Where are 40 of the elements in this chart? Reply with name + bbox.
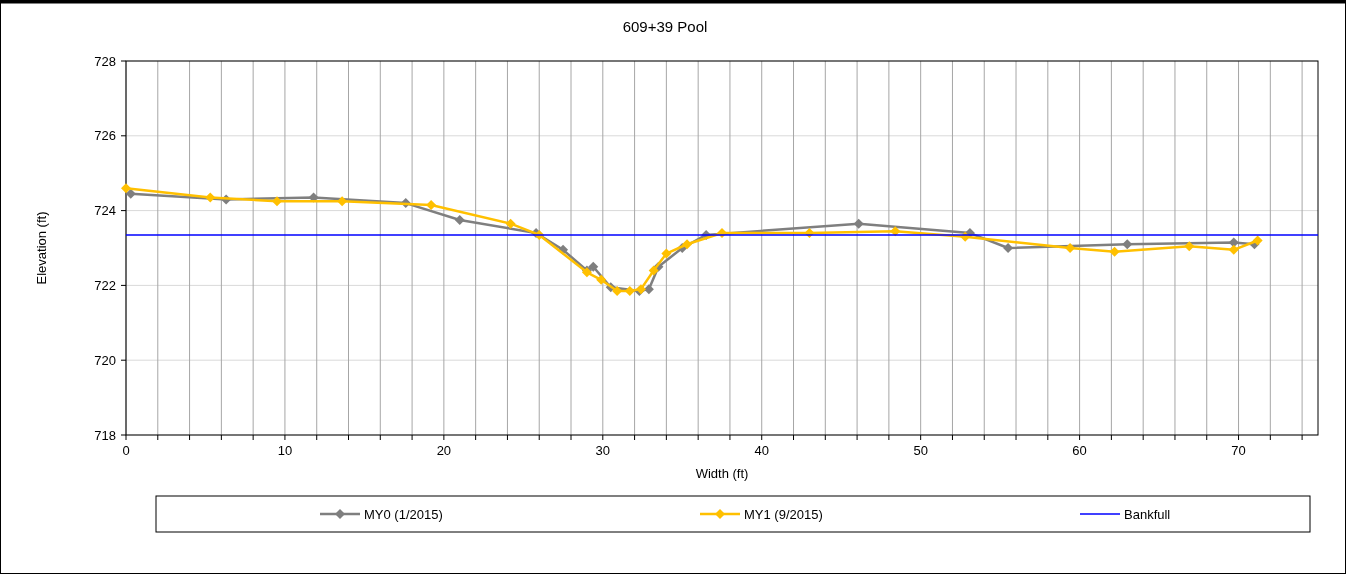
y-tick-label: 718	[94, 427, 116, 443]
legend-label: MY0 (1/2015)	[364, 506, 443, 522]
x-tick-label: 0	[122, 443, 130, 458]
x-tick-label: 70	[1231, 443, 1246, 458]
x-tick-label: 40	[754, 443, 769, 458]
point	[1184, 241, 1195, 252]
point	[682, 239, 693, 250]
y-axis-title: Elevation (ft)	[34, 211, 49, 285]
point	[1228, 244, 1239, 255]
point	[1122, 239, 1133, 250]
chart-title: 609+39 Pool	[622, 18, 708, 35]
legend-label: Bankfull	[1124, 506, 1171, 522]
y-tick-label: 726	[94, 128, 116, 144]
point	[454, 214, 465, 225]
point	[588, 261, 599, 272]
point	[1109, 246, 1120, 257]
x-tick-label: 10	[277, 443, 293, 458]
point	[596, 274, 607, 285]
y-tick-label: 720	[94, 352, 116, 368]
x-tick-label: 30	[595, 443, 611, 458]
point	[426, 199, 437, 210]
x-tick-label: 50	[913, 443, 928, 458]
x-axis-title: Width (ft)	[695, 466, 749, 481]
point	[121, 183, 131, 194]
point	[648, 265, 659, 276]
point	[337, 196, 348, 207]
point	[505, 218, 516, 229]
point	[205, 192, 216, 203]
point	[1065, 243, 1076, 253]
y-tick-label: 722	[94, 277, 116, 293]
point	[271, 196, 282, 207]
x-tick-label: 60	[1072, 443, 1087, 458]
point	[853, 218, 864, 229]
legend-label: MY1 (9/2015)	[744, 506, 823, 522]
point	[1252, 235, 1263, 246]
point	[661, 248, 672, 259]
y-tick-label: 728	[94, 53, 116, 69]
y-tick-label: 724	[94, 203, 116, 219]
point	[890, 226, 901, 237]
x-tick-label: 20	[436, 443, 452, 458]
